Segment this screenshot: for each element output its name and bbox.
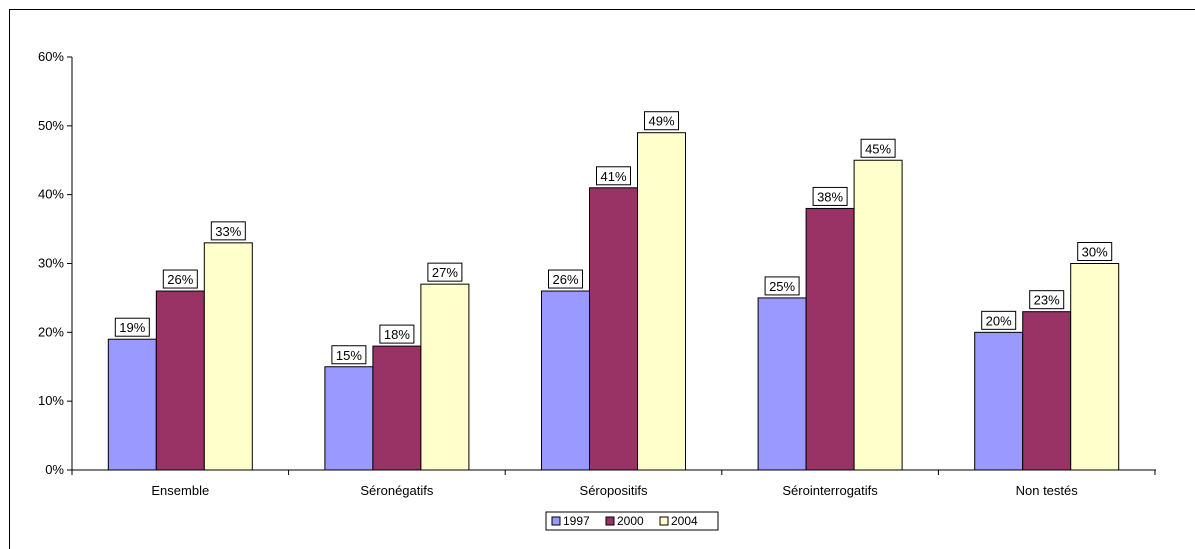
y-tick-label: 20% xyxy=(38,324,64,339)
bar-2004-4 xyxy=(1070,263,1120,471)
data-label: 30% xyxy=(1082,245,1108,260)
bar-1997-2 xyxy=(541,290,590,471)
bar-2000-4 xyxy=(1022,311,1072,471)
legend-swatch-2000 xyxy=(605,516,615,526)
legend-box xyxy=(545,511,719,531)
data-label-box xyxy=(596,166,631,186)
x-category-label: Sérointerrogatifs xyxy=(782,483,878,498)
x-category-label: Séronégatifs xyxy=(360,483,433,498)
bar-1997-1 xyxy=(324,366,374,471)
y-tick-label: 30% xyxy=(38,256,64,271)
bar-2000-3 xyxy=(805,207,855,471)
data-label-box xyxy=(379,324,415,344)
x-category-label: Non testés xyxy=(1016,483,1079,498)
legend-swatch-1997 xyxy=(551,516,561,526)
y-tick-label: 50% xyxy=(38,118,64,133)
data-label: 26% xyxy=(552,272,578,287)
data-label-box xyxy=(1077,242,1113,261)
data-label-box xyxy=(860,138,896,158)
data-label-box xyxy=(644,111,679,131)
data-label: 25% xyxy=(769,279,795,294)
bar-2000-0 xyxy=(155,290,205,471)
data-label: 41% xyxy=(600,169,626,184)
data-label: 19% xyxy=(119,320,145,335)
chart-frame xyxy=(9,9,1195,549)
data-label: 23% xyxy=(1034,293,1060,308)
data-label-box xyxy=(210,221,246,241)
bar-2000-2 xyxy=(589,187,638,471)
data-label-box xyxy=(764,276,800,296)
data-label: 18% xyxy=(384,327,410,342)
bar-2004-1 xyxy=(420,283,470,471)
data-label: 26% xyxy=(167,272,193,287)
y-tick-label: 10% xyxy=(38,393,64,408)
data-label: 15% xyxy=(336,348,362,363)
y-tick-label: 60% xyxy=(38,49,64,64)
data-label-box xyxy=(114,317,150,337)
data-label: 20% xyxy=(986,313,1012,328)
bar-chart: 0% 10% 20% 30% 40% 50% 60% Ensemble Séronégatifs… xyxy=(38,49,1156,531)
data-label-box xyxy=(331,345,367,365)
bar-2004-0 xyxy=(203,242,253,471)
data-label-box xyxy=(981,310,1017,330)
data-label: 33% xyxy=(215,224,241,239)
x-category-label: Ensemble xyxy=(151,483,209,498)
data-label: 38% xyxy=(817,189,843,204)
bar-1997-0 xyxy=(107,338,157,471)
data-label-box xyxy=(812,186,848,206)
y-tick-label: 40% xyxy=(38,187,64,202)
data-label-box xyxy=(548,269,583,289)
bar-2004-3 xyxy=(853,159,903,471)
legend-swatch-2004 xyxy=(659,516,669,526)
legend-label: 2004 xyxy=(671,514,698,528)
data-label-box xyxy=(427,262,463,282)
legend-label: 1997 xyxy=(563,514,590,528)
bar-2004-2 xyxy=(637,132,686,471)
legend-label: 2000 xyxy=(617,514,644,528)
y-tick-label: 0% xyxy=(45,462,64,477)
bar-1997-3 xyxy=(757,297,807,471)
x-category-label: Séropositifs xyxy=(580,483,648,498)
data-label-box xyxy=(162,269,198,289)
data-label: 45% xyxy=(865,141,891,156)
data-label-box xyxy=(1029,290,1065,310)
data-label: 49% xyxy=(648,114,674,129)
data-label: 27% xyxy=(432,265,458,280)
bar-1997-4 xyxy=(974,331,1024,471)
bar-2000-1 xyxy=(372,345,422,471)
